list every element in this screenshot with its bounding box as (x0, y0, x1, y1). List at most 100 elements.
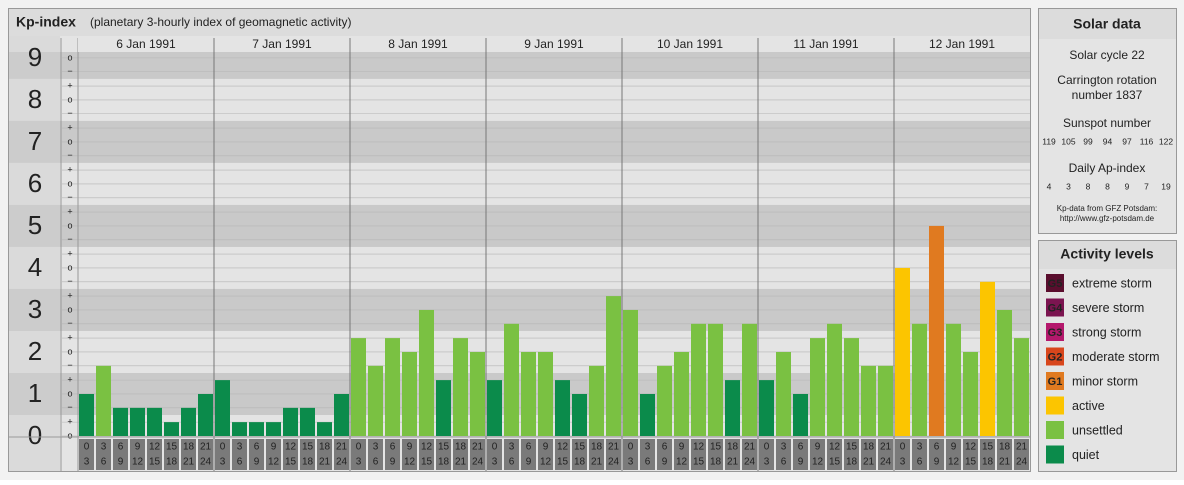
minor-tick-label: − (67, 234, 72, 244)
slot-box (283, 439, 298, 470)
slot-end: 9 (390, 457, 396, 468)
bar (776, 351, 791, 436)
slot-end: 9 (118, 457, 124, 468)
slot-end: 12 (404, 457, 416, 468)
slot-start: 12 (693, 442, 705, 453)
minor-tick-label: o (67, 220, 72, 230)
slot-start: 6 (526, 442, 532, 453)
bar (164, 422, 179, 436)
slot-start: 15 (302, 442, 314, 453)
y-tick-label: 5 (28, 210, 42, 240)
y-tick-label: 2 (28, 336, 42, 366)
bar (215, 380, 230, 436)
slot-end: 18 (438, 457, 450, 468)
slot-end: 18 (574, 457, 586, 468)
y-tick-label: 4 (28, 252, 42, 282)
slot-box (402, 439, 417, 470)
bar (113, 407, 128, 436)
slot-box (249, 439, 264, 470)
slot-start: 12 (149, 442, 161, 453)
slot-box (895, 439, 910, 470)
slot-box (130, 439, 145, 470)
bar (1014, 338, 1029, 436)
bar (623, 309, 638, 436)
slot-box (436, 439, 451, 470)
minor-tick-label: − (67, 276, 72, 286)
slot-end: 24 (880, 457, 892, 468)
date-header (758, 38, 894, 52)
slot-box (640, 439, 655, 470)
slot-box (147, 439, 162, 470)
slot-box (198, 439, 213, 470)
date-header (622, 38, 758, 52)
slot-start: 6 (662, 442, 668, 453)
bar (504, 323, 519, 436)
legend-swatch (1046, 421, 1064, 439)
slot-end: 3 (356, 457, 362, 468)
slot-box (691, 439, 706, 470)
bar (878, 365, 893, 436)
slot-box (810, 439, 825, 470)
legend-swatch (1046, 396, 1064, 415)
minor-tick-label: + (67, 164, 72, 174)
y-tick-label: 3 (28, 294, 42, 324)
slot-end: 9 (662, 457, 668, 468)
bar (708, 323, 723, 436)
slot-start: 18 (319, 442, 331, 453)
bar (453, 338, 468, 436)
legend-label: unsettled (1072, 423, 1123, 437)
slot-start: 9 (951, 442, 957, 453)
slot-end: 12 (812, 457, 824, 468)
minor-tick-label: o (67, 262, 72, 272)
ap-value: 9 (1125, 181, 1130, 191)
slot-box (997, 439, 1012, 470)
legend-label: strong storm (1072, 325, 1141, 339)
slot-start: 18 (999, 442, 1011, 453)
slot-box (980, 439, 995, 470)
slot-start: 0 (764, 442, 770, 453)
slot-start: 3 (509, 442, 515, 453)
slot-box (623, 439, 638, 470)
ap-title: Daily Ap-index (1069, 161, 1146, 175)
slot-start: 15 (574, 442, 586, 453)
date-label: 7 Jan 1991 (252, 37, 312, 51)
date-label: 12 Jan 1991 (929, 37, 995, 51)
minor-tick-label: + (67, 417, 72, 427)
legend-swatch (1046, 298, 1064, 317)
slot-start: 3 (101, 442, 107, 453)
date-label: 10 Jan 1991 (657, 37, 723, 51)
y-tick-label: 9 (28, 42, 42, 72)
slot-start: 9 (815, 442, 821, 453)
slot-start: 0 (220, 442, 226, 453)
slot-end: 24 (608, 457, 620, 468)
slot-end: 9 (526, 457, 532, 468)
minor-tick-label: − (67, 66, 72, 76)
slot-start: 15 (166, 442, 178, 453)
minor-tick-label: o (67, 52, 72, 62)
legend-badge: G4 (1048, 302, 1064, 314)
minor-tick-label: − (67, 192, 72, 202)
bar (555, 380, 570, 436)
minor-tick-label: + (67, 248, 72, 258)
minor-tick-label: o (67, 178, 72, 188)
slot-start: 6 (390, 442, 396, 453)
slot-start: 12 (965, 442, 977, 453)
bar (725, 380, 740, 436)
slot-end: 15 (149, 457, 161, 468)
bar (351, 338, 366, 436)
y-tick-label: 7 (28, 126, 42, 156)
minor-tick-label: + (67, 122, 72, 132)
solar-cycle: Solar cycle 22 (1069, 48, 1145, 62)
slot-start: 21 (336, 442, 348, 453)
band (9, 52, 1030, 79)
sunspot-value: 99 (1083, 136, 1093, 146)
slot-start: 12 (557, 442, 569, 453)
slot-start: 0 (628, 442, 634, 453)
bar (538, 351, 553, 436)
slot-start: 0 (900, 442, 906, 453)
legend-badge: G1 (1048, 376, 1063, 388)
slot-end: 15 (693, 457, 705, 468)
chart-title: Kp-index (16, 14, 76, 30)
levels-title-bar (1039, 241, 1176, 269)
